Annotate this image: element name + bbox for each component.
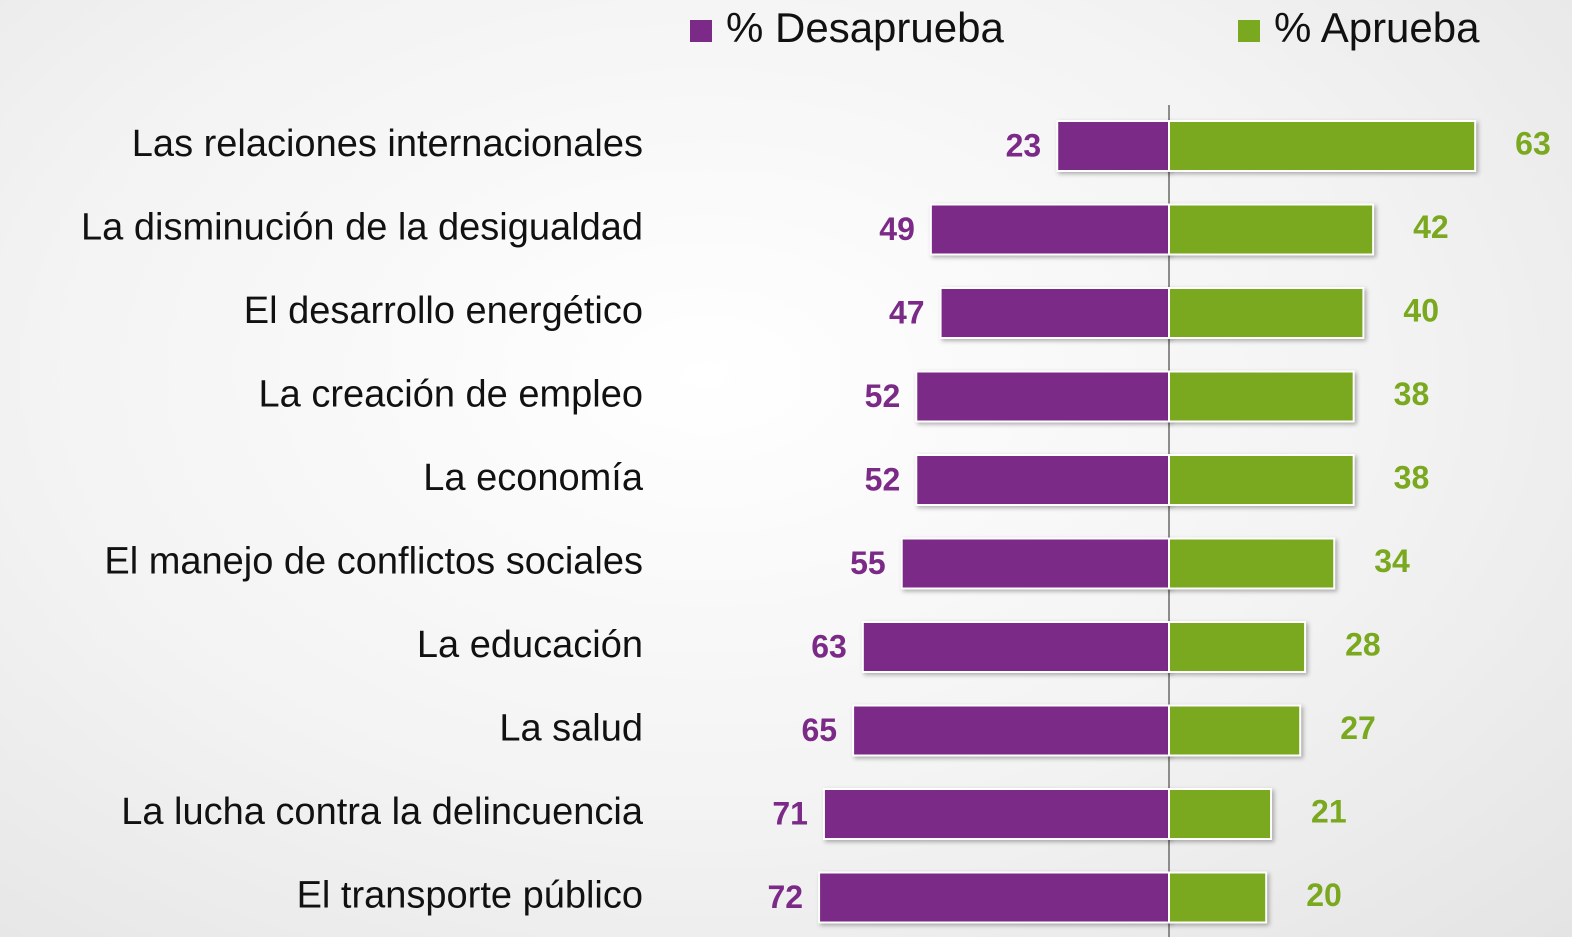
- bar: [818, 871, 1171, 924]
- value-label: 55: [850, 545, 886, 581]
- value-label: 23: [1006, 127, 1042, 163]
- value-label: 28: [1345, 626, 1381, 662]
- bar: [915, 454, 1171, 506]
- category-label: La economía: [423, 457, 644, 499]
- value-label: 40: [1403, 292, 1439, 328]
- category-label: Las relaciones internacionales: [132, 123, 643, 165]
- legend-swatch: [1238, 20, 1260, 42]
- bar: [1168, 203, 1375, 256]
- category-label: La creación de empleo: [259, 374, 643, 416]
- bar: [1168, 537, 1336, 590]
- bar: [939, 287, 1171, 339]
- category-label: La educación: [417, 624, 643, 666]
- bar: [852, 704, 1170, 757]
- category-label: El transporte público: [297, 875, 643, 917]
- bar: [1168, 370, 1355, 423]
- bar: [1168, 704, 1302, 757]
- value-label: 21: [1311, 793, 1347, 829]
- legend-swatch: [690, 20, 712, 42]
- value-label: 65: [802, 712, 838, 748]
- value-label: 72: [767, 879, 803, 915]
- category-label: El desarrollo energético: [244, 290, 643, 332]
- bar: [1168, 454, 1355, 506]
- bar: [1056, 120, 1170, 172]
- value-label: 52: [865, 378, 901, 414]
- bar: [929, 203, 1170, 256]
- value-label: 38: [1394, 376, 1430, 412]
- bar: [900, 537, 1170, 590]
- bar: [1168, 871, 1268, 924]
- value-label: 52: [865, 461, 901, 497]
- bar: [1168, 621, 1307, 673]
- bar: [822, 788, 1170, 840]
- legend-label: % Desaprueba: [726, 4, 1004, 51]
- value-label: 71: [772, 795, 808, 831]
- value-label: 63: [811, 628, 847, 664]
- bar: [915, 370, 1171, 423]
- value-label: 20: [1306, 877, 1342, 913]
- value-label: 27: [1340, 710, 1376, 746]
- bar: [1168, 788, 1273, 840]
- bar: [1168, 120, 1477, 172]
- value-label: 49: [879, 211, 915, 247]
- value-label: 34: [1374, 543, 1410, 579]
- category-label: El manejo de conflictos sociales: [104, 541, 643, 583]
- value-label: 63: [1515, 125, 1551, 161]
- legend-label: % Aprueba: [1274, 4, 1480, 51]
- value-label: 38: [1394, 459, 1430, 495]
- category-label: La salud: [499, 708, 643, 750]
- category-label: La lucha contra la delincuencia: [121, 791, 644, 833]
- bar: [1168, 287, 1365, 339]
- value-label: 42: [1413, 209, 1449, 245]
- bar: [861, 621, 1170, 673]
- category-label: La disminución de la desigualdad: [81, 207, 643, 249]
- value-label: 47: [889, 294, 925, 330]
